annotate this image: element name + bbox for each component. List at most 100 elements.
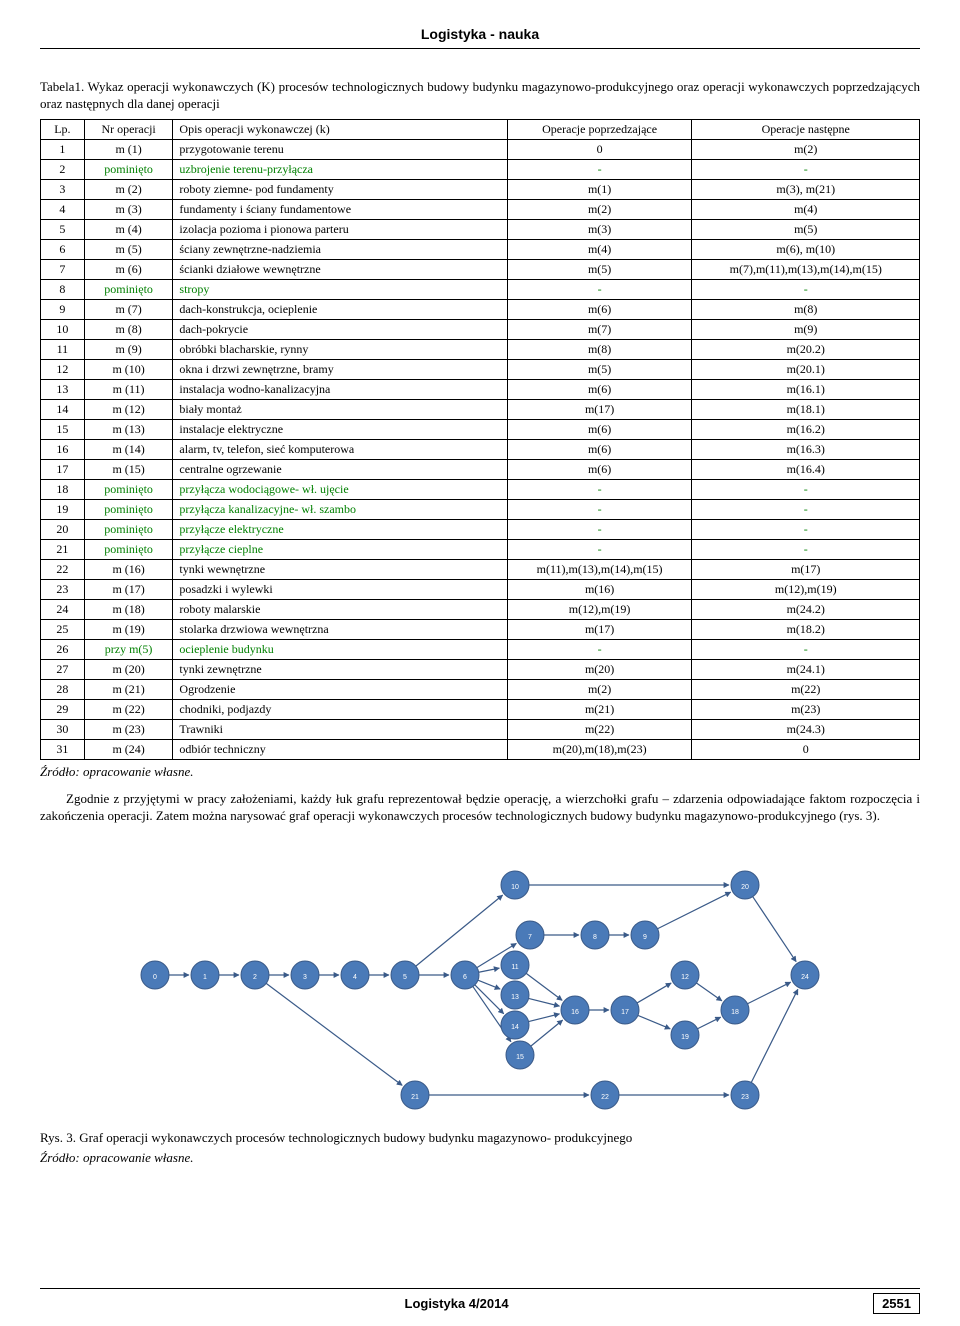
table-cell: m(9) — [692, 319, 920, 339]
table-cell: - — [692, 519, 920, 539]
table-cell: m(2) — [692, 139, 920, 159]
table-cell: ściany zewnętrzne-nadziemia — [173, 239, 507, 259]
table-cell: biały montaż — [173, 399, 507, 419]
graph-edge — [531, 1020, 563, 1046]
table-cell: 10 — [41, 319, 85, 339]
table-cell: pominięto — [84, 539, 173, 559]
table-cell: - — [692, 499, 920, 519]
table-cell: m (16) — [84, 559, 173, 579]
table-cell: 26 — [41, 639, 85, 659]
table-row: 12m (10)okna i drzwi zewnętrzne, bramym(… — [41, 359, 920, 379]
table-cell: m(16) — [507, 579, 692, 599]
table-cell: fundamenty i ściany fundamentowe — [173, 199, 507, 219]
table-cell: m(5) — [692, 219, 920, 239]
graph-node-label: 5 — [403, 974, 407, 981]
table-row: 7m (6)ścianki działowe wewnętrznem(5)m(7… — [41, 259, 920, 279]
table-row: 5m (4)izolacja pozioma i pionowa parteru… — [41, 219, 920, 239]
table-cell: przyłącze cieplne — [173, 539, 507, 559]
graph-node-label: 20 — [741, 884, 749, 891]
table-row: 21pominiętoprzyłącze cieplne-- — [41, 539, 920, 559]
table-row: 25m (19)stolarka drzwiowa wewnętrznam(17… — [41, 619, 920, 639]
table-cell: m (21) — [84, 679, 173, 699]
table-row: 23m (17)posadzki i wylewkim(16)m(12),m(1… — [41, 579, 920, 599]
table-cell: 12 — [41, 359, 85, 379]
table-cell: m (11) — [84, 379, 173, 399]
graph-edge — [748, 982, 791, 1004]
table-cell: m(16.4) — [692, 459, 920, 479]
table-cell: 15 — [41, 419, 85, 439]
table-cell: przyłącze elektryczne — [173, 519, 507, 539]
table-cell: izolacja pozioma i pionowa parteru — [173, 219, 507, 239]
table-cell: stolarka drzwiowa wewnętrzna — [173, 619, 507, 639]
table-cell: m(17) — [507, 619, 692, 639]
table-cell: pominięto — [84, 519, 173, 539]
graph-edge — [637, 983, 671, 1003]
table-cell: m(18.1) — [692, 399, 920, 419]
table-cell: m (9) — [84, 339, 173, 359]
graph-node-label: 7 — [528, 934, 532, 941]
table-cell: uzbrojenie terenu-przyłącza — [173, 159, 507, 179]
table-row: 30m (23)Trawnikim(22)m(24.3) — [41, 719, 920, 739]
table-cell: m(24.1) — [692, 659, 920, 679]
table-cell: 13 — [41, 379, 85, 399]
table-cell: alarm, tv, telefon, sieć komputerowa — [173, 439, 507, 459]
table-cell: 5 — [41, 219, 85, 239]
table-row: 4m (3)fundamenty i ściany fundamentowem(… — [41, 199, 920, 219]
table-cell: m (6) — [84, 259, 173, 279]
body-paragraph: Zgodnie z przyjętymi w pracy założeniami… — [40, 790, 920, 825]
table-cell: przyłącza kanalizacyjne- wł. szambo — [173, 499, 507, 519]
table-row: 10m (8)dach-pokryciem(7)m(9) — [41, 319, 920, 339]
table-cell: m(6) — [507, 299, 692, 319]
graph-node-label: 8 — [593, 934, 597, 941]
graph-node-label: 3 — [303, 974, 307, 981]
table-cell: m(7),m(11),m(13),m(14),m(15) — [692, 259, 920, 279]
graph-node-label: 19 — [681, 1034, 689, 1041]
table-row: 13m (11)instalacja wodno-kanalizacyjnam(… — [41, 379, 920, 399]
table-cell: 29 — [41, 699, 85, 719]
table-cell: m(20.2) — [692, 339, 920, 359]
table-cell: m (8) — [84, 319, 173, 339]
table-cell: m(17) — [692, 559, 920, 579]
table-cell: tynki zewnętrzne — [173, 659, 507, 679]
page-footer: Logistyka 4/2014 2551 — [40, 1288, 920, 1314]
table-cell: m (19) — [84, 619, 173, 639]
table-cell: m(22) — [507, 719, 692, 739]
table-cell: m (15) — [84, 459, 173, 479]
graph-edge — [478, 980, 500, 989]
table-cell: m(24.3) — [692, 719, 920, 739]
table-cell: centralne ogrzewanie — [173, 459, 507, 479]
table-cell: m (7) — [84, 299, 173, 319]
table-cell: 16 — [41, 439, 85, 459]
table-cell: m(20) — [507, 659, 692, 679]
table-cell: - — [692, 279, 920, 299]
table-row: 18pominiętoprzyłącza wodociągowe- wł. uj… — [41, 479, 920, 499]
table-cell: m (4) — [84, 219, 173, 239]
graph-node-label: 21 — [411, 1094, 419, 1101]
table-cell: m(5) — [507, 359, 692, 379]
table-row: 31m (24)odbiór technicznym(20),m(18),m(2… — [41, 739, 920, 759]
table-cell: m (20) — [84, 659, 173, 679]
table-cell: - — [507, 159, 692, 179]
graph-node-label: 22 — [601, 1094, 609, 1101]
graph-node-label: 9 — [643, 934, 647, 941]
table-cell: m (2) — [84, 179, 173, 199]
table-cell: dach-konstrukcja, ocieplenie — [173, 299, 507, 319]
table-cell: m(20.1) — [692, 359, 920, 379]
table-row: 11m (9)obróbki blacharskie, rynnym(8)m(2… — [41, 339, 920, 359]
graph-node-label: 16 — [571, 1009, 579, 1016]
table-cell: 0 — [692, 739, 920, 759]
graph-edge — [638, 1015, 670, 1028]
table-cell: m(2) — [507, 199, 692, 219]
graph-node-label: 24 — [801, 974, 809, 981]
table-cell: m (24) — [84, 739, 173, 759]
table-cell: m(3) — [507, 219, 692, 239]
graph-edge — [698, 1017, 721, 1029]
table-cell: - — [692, 639, 920, 659]
table-cell: 6 — [41, 239, 85, 259]
table-row: 29m (22)chodniki, podjazdym(21)m(23) — [41, 699, 920, 719]
table-cell: m(16.1) — [692, 379, 920, 399]
table-cell: - — [692, 159, 920, 179]
table-cell: m (17) — [84, 579, 173, 599]
table-cell: m(7) — [507, 319, 692, 339]
table-cell: 3 — [41, 179, 85, 199]
